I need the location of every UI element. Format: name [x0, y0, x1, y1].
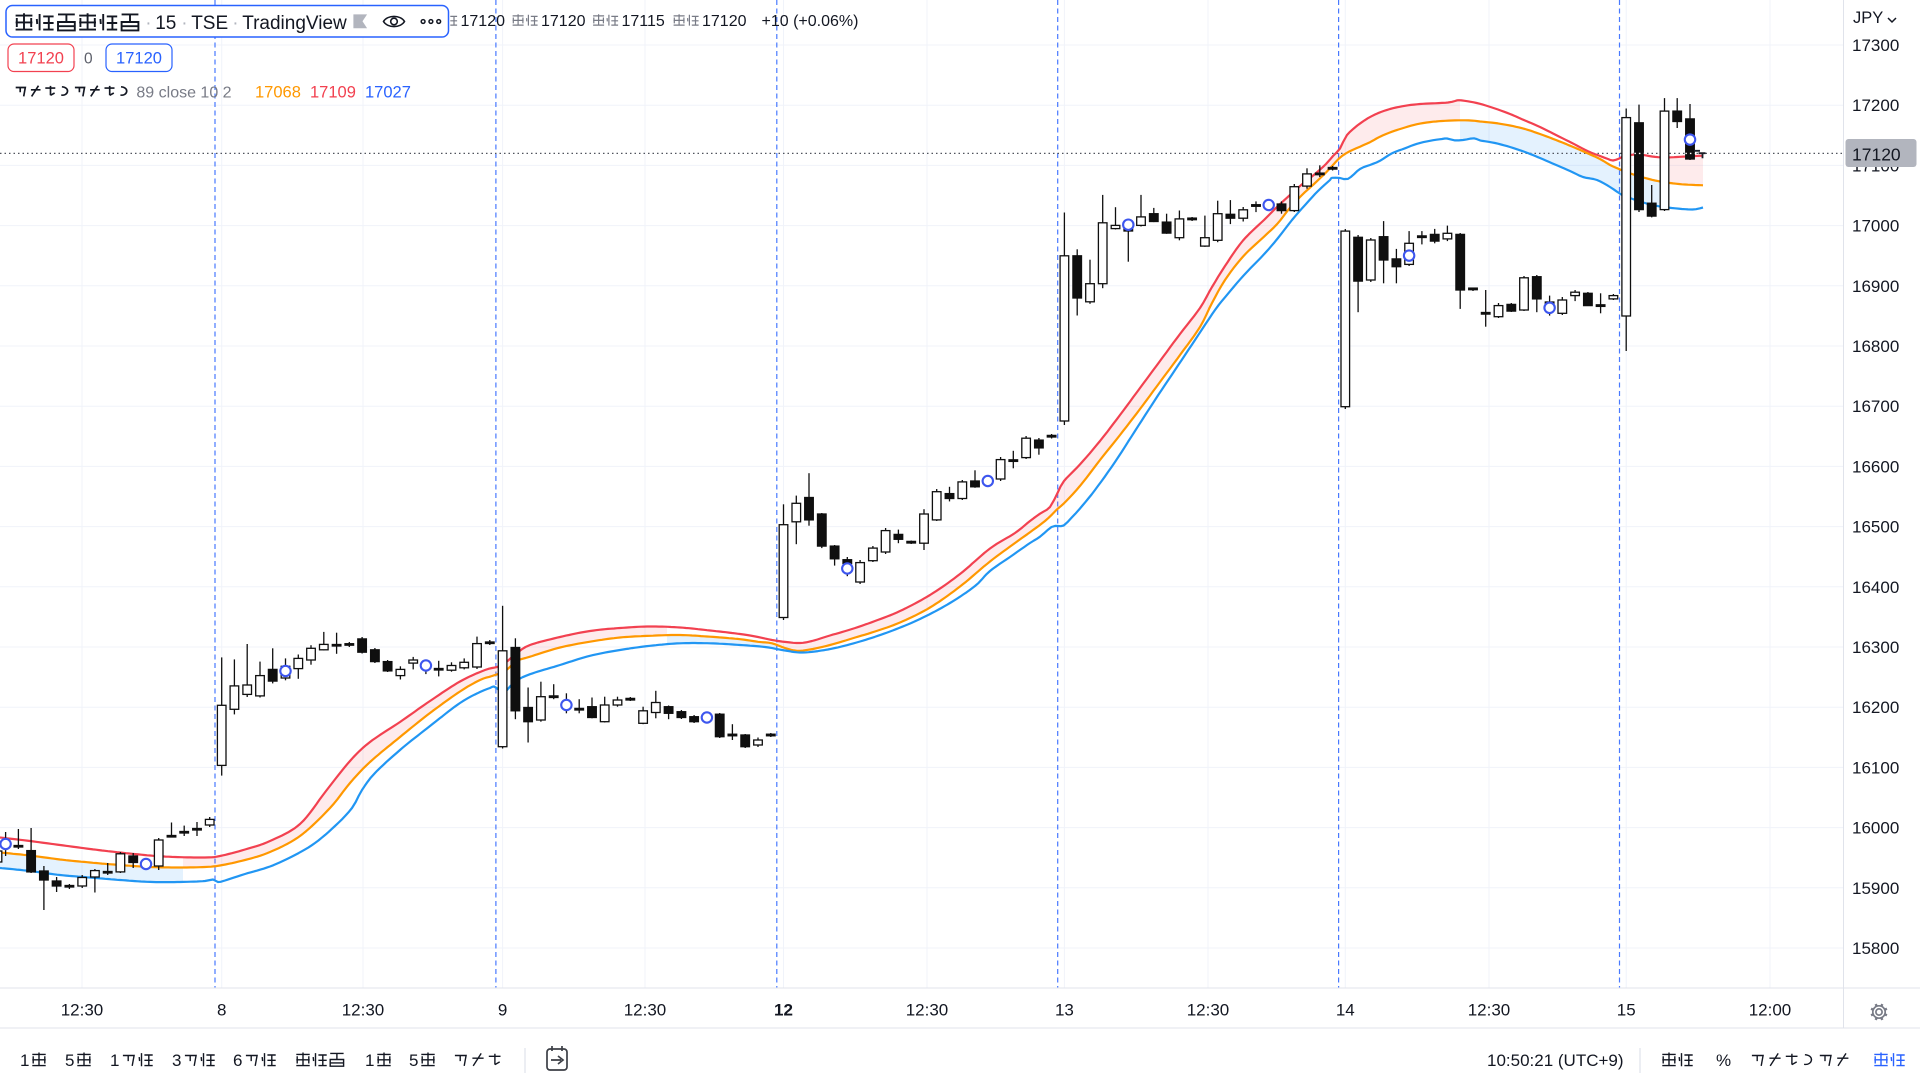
svg-text:17120: 17120: [702, 13, 747, 30]
svg-text:15: 15: [155, 13, 176, 34]
svg-text:17120: 17120: [116, 50, 162, 68]
svg-text:17109: 17109: [310, 84, 356, 102]
svg-text:16700: 16700: [1852, 397, 1899, 416]
svg-text:17000: 17000: [1852, 217, 1899, 236]
svg-text:16800: 16800: [1852, 337, 1899, 356]
svg-text:·: ·: [145, 13, 151, 34]
svg-text:16100: 16100: [1852, 758, 1899, 777]
svg-text:17120: 17120: [541, 13, 586, 30]
svg-text:1: 1: [20, 1051, 29, 1070]
svg-text:17120: 17120: [18, 50, 64, 68]
svg-text:12:30: 12:30: [1468, 1001, 1511, 1020]
svg-text:16500: 16500: [1852, 518, 1899, 537]
svg-text:17300: 17300: [1852, 36, 1899, 55]
svg-text:13: 13: [1055, 1001, 1074, 1020]
svg-text:16000: 16000: [1852, 819, 1899, 838]
svg-text:12:30: 12:30: [61, 1001, 104, 1020]
svg-text:12: 12: [774, 1001, 793, 1020]
svg-text:15: 15: [1617, 1001, 1636, 1020]
svg-text:17068: 17068: [255, 84, 301, 102]
svg-text:0: 0: [84, 51, 93, 68]
svg-text:1: 1: [110, 1051, 119, 1070]
svg-text:12:30: 12:30: [906, 1001, 949, 1020]
svg-text:·: ·: [232, 13, 238, 34]
svg-text:10:50:21 (UTC+9): 10:50:21 (UTC+9): [1487, 1051, 1624, 1070]
svg-text:TradingView: TradingView: [242, 13, 347, 34]
svg-text:12:00: 12:00: [1749, 1001, 1792, 1020]
svg-text:3: 3: [172, 1051, 181, 1070]
svg-text:JPY: JPY: [1853, 9, 1883, 27]
svg-text:12:30: 12:30: [624, 1001, 667, 1020]
svg-text:17200: 17200: [1852, 96, 1899, 115]
svg-text:6: 6: [233, 1051, 242, 1070]
svg-text:+10 (+0.06%): +10 (+0.06%): [762, 13, 859, 30]
svg-text:%: %: [1716, 1051, 1731, 1070]
svg-text:·: ·: [181, 13, 187, 34]
svg-text:15900: 15900: [1852, 879, 1899, 898]
svg-text:1: 1: [365, 1051, 374, 1070]
svg-text:12:30: 12:30: [342, 1001, 385, 1020]
svg-text:5: 5: [65, 1051, 74, 1070]
svg-text:8: 8: [217, 1001, 226, 1020]
svg-text:TSE: TSE: [191, 13, 228, 34]
svg-text:17027: 17027: [365, 84, 411, 102]
svg-text:16200: 16200: [1852, 698, 1899, 717]
svg-text:16900: 16900: [1852, 277, 1899, 296]
svg-text:17115: 17115: [622, 13, 665, 30]
svg-text:16300: 16300: [1852, 638, 1899, 657]
svg-text:16600: 16600: [1852, 457, 1899, 476]
svg-text:15800: 15800: [1852, 939, 1899, 958]
svg-text:12:30: 12:30: [1187, 1001, 1230, 1020]
svg-text:16400: 16400: [1852, 578, 1899, 597]
svg-text:5: 5: [409, 1051, 418, 1070]
svg-text:89 close 10 2: 89 close 10 2: [136, 85, 231, 102]
svg-text:17120: 17120: [1852, 145, 1901, 165]
svg-text:9: 9: [498, 1001, 507, 1020]
svg-text:17120: 17120: [461, 13, 506, 30]
svg-text:14: 14: [1336, 1001, 1355, 1020]
